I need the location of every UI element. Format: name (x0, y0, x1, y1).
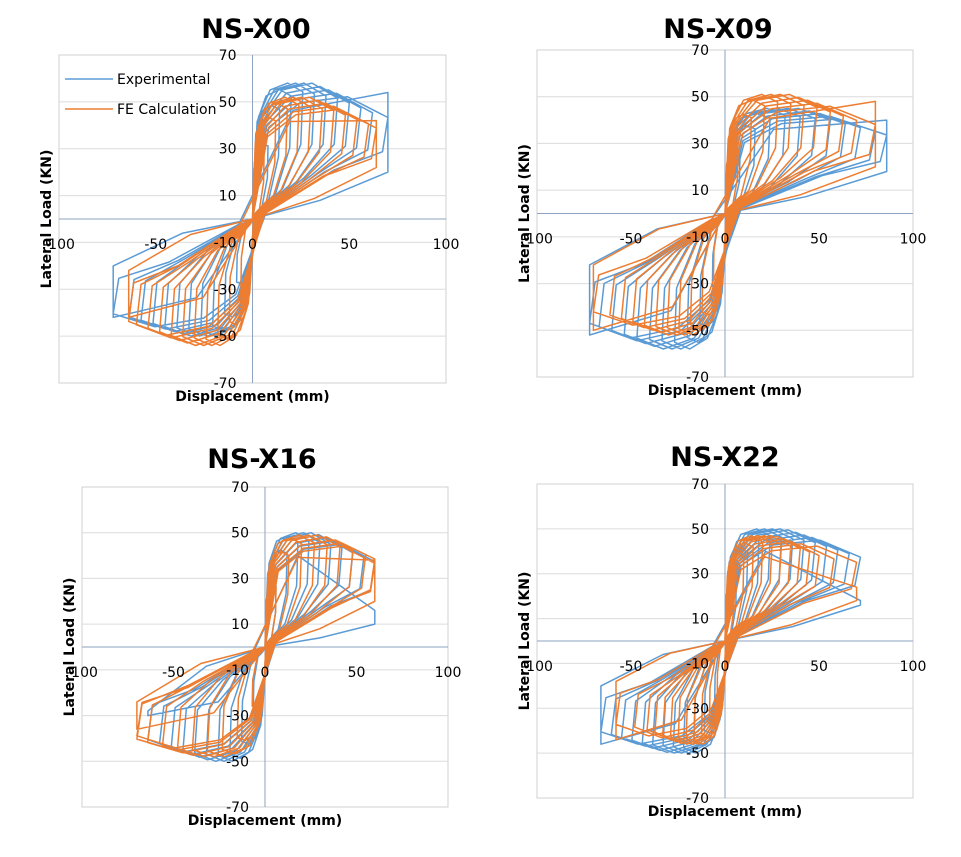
x-tick-label: -50 (620, 232, 643, 248)
y-tick-label: 70 (691, 43, 709, 59)
legend-label: Experimental (117, 72, 210, 88)
x-tick-label: 0 (721, 659, 730, 675)
x-tick-label: 50 (810, 232, 828, 248)
y-tick-label: 50 (691, 90, 709, 106)
x-axis-label: Displacement (mm) (648, 804, 802, 820)
y-tick-label: 30 (231, 571, 249, 587)
series-experimental (147, 531, 376, 763)
series-fe-calculation (592, 93, 877, 336)
chart-panel-ns-x00: NS-X00 -100 -50 0 50 100 70 50 30 10 -10 -30 -50 -70 D… (0, 0, 480, 428)
y-tick-label: 10 (219, 189, 237, 205)
y-tick-label: -50 (686, 746, 709, 762)
y-tick-label: -30 (686, 701, 709, 717)
y-tick-label: -30 (226, 709, 249, 725)
x-tick-label: -50 (620, 659, 643, 675)
series-fe-calculation (615, 534, 858, 745)
y-tick-label: -50 (226, 754, 249, 770)
x-axis-label: Displacement (mm) (648, 383, 802, 399)
y-tick-label: -10 (686, 230, 709, 246)
x-tick-label: -100 (521, 232, 553, 248)
x-tick-label: 50 (348, 665, 366, 681)
y-axis-label: Lateral Load (KN) (62, 578, 78, 717)
x-tick-label: 100 (900, 659, 927, 675)
y-tick-label: 70 (691, 477, 709, 493)
x-tick-label: -100 (43, 237, 75, 253)
y-tick-label: -10 (214, 235, 237, 251)
x-tick-label: -50 (144, 237, 167, 253)
y-axis-label: Lateral Load (KN) (517, 144, 533, 283)
y-tick-label: -70 (686, 791, 709, 807)
y-axis-label: Lateral Load (KN) (39, 150, 55, 289)
chart-svg-ns-x09: NS-X09 -100 -50 0 50 100 70 50 30 10 -10 -30 -50 -70D… (517, 14, 927, 399)
x-tick-label: 100 (900, 232, 927, 248)
y-tick-label: 30 (691, 567, 709, 583)
chart-panel-ns-x09: NS-X09 -100 -50 0 50 100 70 50 30 10 -10 -30 -50 -70 D… (480, 0, 961, 428)
series-fe-calculation (127, 96, 378, 347)
x-axis-label: Displacement (mm) (175, 389, 329, 405)
y-tick-label: -50 (686, 323, 709, 339)
chart-svg-ns-x00: NS-X00 -100 -50 0 50 100 70 50 30 10 -10 -30 -50 -70D… (39, 14, 460, 405)
y-tick-label: 50 (691, 522, 709, 538)
chart-panel-ns-x16: NS-X16 -100 -50 0 50 100 70 50 30 10 -10 -30 -50 -70 D… (0, 428, 480, 857)
legend-label: FE Calculation (117, 102, 216, 118)
y-tick-label: -70 (226, 800, 249, 816)
y-tick-label: -70 (686, 370, 709, 386)
y-tick-label: 50 (231, 526, 249, 542)
x-tick-label: 0 (261, 665, 270, 681)
x-tick-label: 50 (340, 237, 358, 253)
chart-title: NS-X22 (670, 442, 779, 473)
y-tick-label: 70 (231, 480, 249, 496)
x-tick-label: 0 (248, 237, 257, 253)
y-tick-label: -50 (214, 329, 237, 345)
series-fe-calculation (136, 534, 376, 758)
chart-svg-ns-x16: NS-X16 -100 -50 0 50 100 70 50 30 10 -10 -30 -50 -70D… (62, 444, 462, 829)
x-tick-label: -50 (162, 665, 185, 681)
x-tick-label: 50 (810, 659, 828, 675)
y-tick-label: -70 (214, 376, 237, 392)
y-tick-label: 10 (691, 612, 709, 628)
y-tick-label: -10 (226, 663, 249, 679)
x-axis-label: Displacement (mm) (188, 813, 342, 829)
y-tick-label: -30 (214, 282, 237, 298)
x-tick-label: -100 (521, 659, 553, 675)
y-tick-label: 70 (219, 48, 237, 64)
chart-panel-ns-x22: NS-X22 -100 -50 0 50 100 70 50 30 10 -10 -30 -50 -70 D… (480, 428, 961, 857)
x-tick-label: 0 (721, 232, 730, 248)
y-tick-label: 10 (691, 183, 709, 199)
x-tick-label: 100 (433, 237, 460, 253)
x-tick-label: -100 (66, 665, 98, 681)
y-tick-label: 50 (219, 95, 237, 111)
chart-svg-ns-x22: NS-X22 -100 -50 0 50 100 70 50 30 10 -10 -30 -50 -70D… (517, 442, 927, 820)
y-tick-label: -30 (686, 277, 709, 293)
y-tick-label: -10 (686, 656, 709, 672)
chart-title: NS-X16 (207, 444, 316, 475)
chart-title: NS-X00 (201, 14, 310, 45)
y-tick-label: 10 (231, 617, 249, 633)
y-tick-label: 30 (691, 136, 709, 152)
y-tick-label: 30 (219, 142, 237, 158)
x-tick-label: 100 (435, 665, 462, 681)
y-axis-label: Lateral Load (KN) (517, 572, 533, 711)
chart-title: NS-X09 (663, 14, 772, 45)
